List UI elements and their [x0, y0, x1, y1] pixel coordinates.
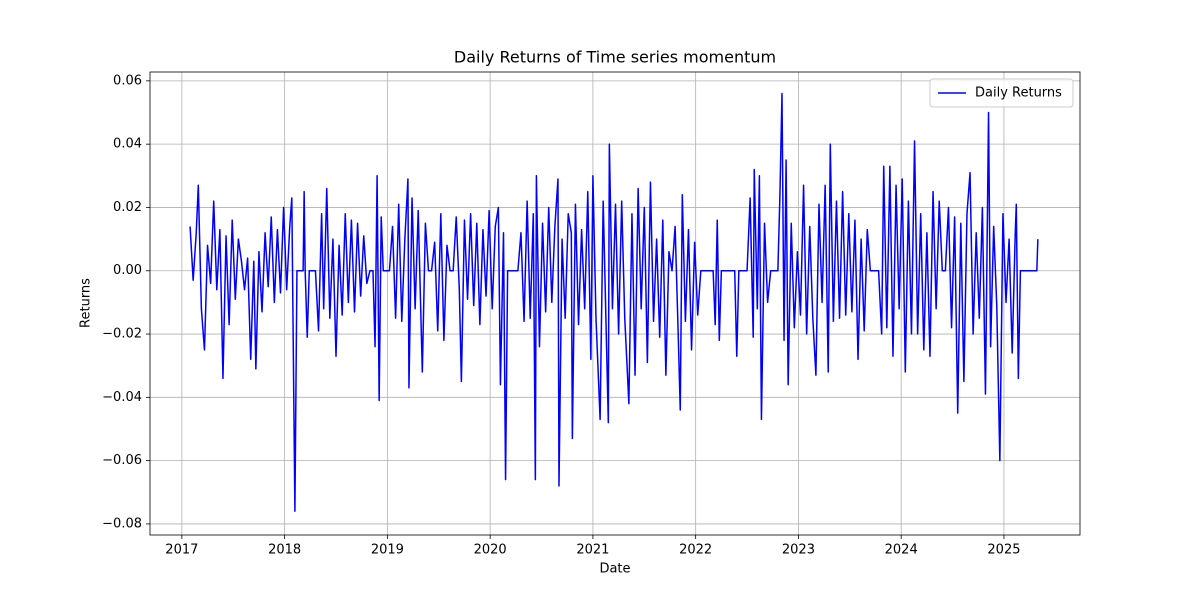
legend-box [929, 78, 1074, 108]
y-tick-label: 0.00 [113, 263, 142, 278]
x-tick-label: 2023 [782, 543, 815, 558]
x-tick-label: 2017 [165, 543, 198, 558]
y-tick-label: 0.04 [113, 137, 142, 152]
y-tick-label: −0.02 [102, 327, 142, 342]
x-tick-label: 2018 [268, 543, 301, 558]
y-tick-label: 0.06 [113, 73, 142, 88]
y-tick-label: −0.04 [102, 390, 142, 405]
y-tick-label: 0.02 [113, 200, 142, 215]
x-tick-label: 2020 [474, 543, 507, 558]
x-tick-label: 2021 [576, 543, 609, 558]
x-tick-label: 2025 [987, 543, 1020, 558]
x-axis-label: Date [599, 562, 630, 577]
y-axis-label: Returns [79, 278, 94, 328]
y-tick-label: −0.08 [102, 516, 142, 531]
data-line [189, 92, 1039, 513]
x-tick-label: 2024 [885, 543, 918, 558]
x-tick-label: 2019 [371, 543, 404, 558]
x-tick-label: 2022 [679, 543, 712, 558]
legend-label: Daily Returns [975, 86, 1062, 101]
chart-title: Daily Returns of Time series momentum [454, 48, 776, 67]
y-tick-label: −0.06 [102, 453, 142, 468]
plot-frame [149, 71, 1081, 536]
